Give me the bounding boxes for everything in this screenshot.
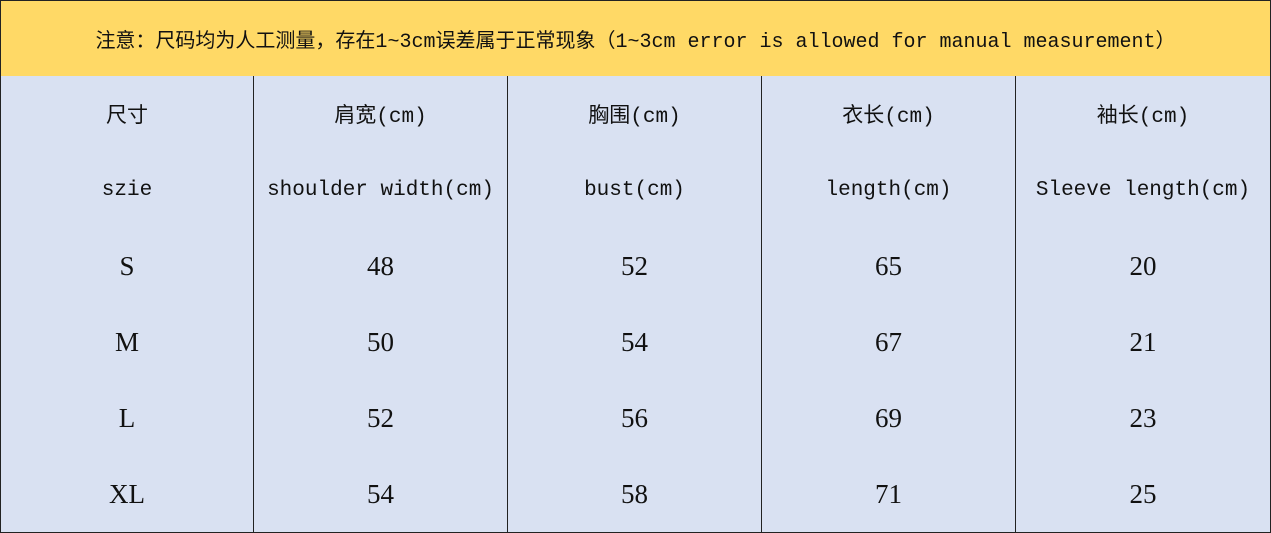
table-cell: Sleeve length(cm) — [1016, 152, 1271, 229]
table-cell: 23 — [1016, 380, 1271, 457]
table-cell: L — [0, 380, 254, 457]
table-cell: 54 — [508, 304, 762, 381]
table-cell: XL — [0, 456, 254, 533]
table-cell: S — [0, 228, 254, 305]
table-cell: 衣长(cm) — [762, 76, 1016, 153]
table-cell: szie — [0, 152, 254, 229]
table-cell: 袖长(cm) — [1016, 76, 1271, 153]
table-cell: 56 — [508, 380, 762, 457]
table-cell: 胸围(cm) — [508, 76, 762, 153]
table-cell: 21 — [1016, 304, 1271, 381]
table-cell: shoulder width(cm) — [254, 152, 508, 229]
table-cell: 25 — [1016, 456, 1271, 533]
table-cell: M — [0, 304, 254, 381]
notice: 注意：尺码均为人工测量，存在1~3cm误差属于正常现象（1~3cm error … — [0, 0, 1271, 77]
table-cell: 67 — [762, 304, 1016, 381]
table-cell: 尺寸 — [0, 76, 254, 153]
table-cell: 48 — [254, 228, 508, 305]
table-cell: 20 — [1016, 228, 1271, 305]
table-cell: 71 — [762, 456, 1016, 533]
table-cell: length(cm) — [762, 152, 1016, 229]
table-cell: 52 — [508, 228, 762, 305]
table-cell: 65 — [762, 228, 1016, 305]
table-cell: bust(cm) — [508, 152, 762, 229]
table-cell: 54 — [254, 456, 508, 533]
table-cell: 50 — [254, 304, 508, 381]
table-cell: 69 — [762, 380, 1016, 457]
table-cell: 58 — [508, 456, 762, 533]
table-cell: 52 — [254, 380, 508, 457]
table-cell: 肩宽(cm) — [254, 76, 508, 153]
